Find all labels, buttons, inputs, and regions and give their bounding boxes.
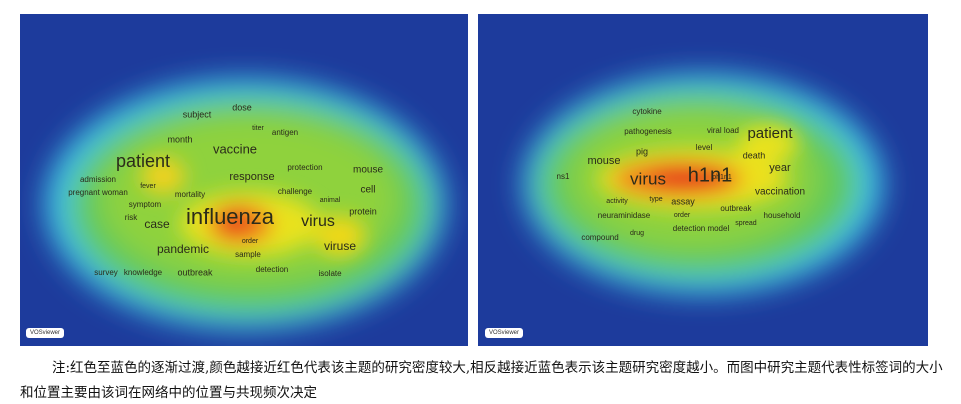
term-label: subject xyxy=(183,109,212,119)
term-label: assay xyxy=(671,196,695,206)
term-label: patient xyxy=(116,151,170,171)
term-label: death xyxy=(743,150,766,160)
term-label: outbreak xyxy=(720,204,752,213)
term-label: risk xyxy=(125,213,138,222)
term-label: knowledge xyxy=(124,268,163,277)
term-label: pandemic xyxy=(157,242,209,256)
term-label: pregnant woman xyxy=(68,188,128,197)
term-label: drug xyxy=(630,230,644,237)
term-label: detection xyxy=(256,265,288,274)
term-label: survey xyxy=(94,268,118,277)
term-label: virus xyxy=(630,169,666,188)
term-label: mouse xyxy=(353,165,383,176)
term-label: year xyxy=(769,162,791,174)
term-label: cytokine xyxy=(632,107,662,116)
term-label: response xyxy=(229,171,274,183)
term-label: titer xyxy=(252,125,264,132)
term-label: spread xyxy=(735,220,757,227)
term-label: dose xyxy=(232,102,252,112)
term-label: fever xyxy=(140,183,156,190)
term-label: mortality xyxy=(175,190,205,199)
vosviewer-badge: VOSviewer xyxy=(485,328,524,338)
term-label: compound xyxy=(581,233,618,242)
term-label: admission xyxy=(80,175,116,184)
term-label: month xyxy=(167,134,192,144)
term-label: pathogenesis xyxy=(624,127,672,136)
term-label: h1n1 xyxy=(688,164,733,186)
term-label: protection xyxy=(287,163,322,172)
term-label: type xyxy=(649,196,662,203)
term-label: symptom xyxy=(129,200,162,209)
term-label: mouse xyxy=(587,155,620,167)
term-label: detection model xyxy=(673,224,730,233)
term-label: ns1 xyxy=(557,172,570,181)
term-label: case xyxy=(144,217,170,231)
term-label: order xyxy=(674,212,691,219)
term-label: vaccination xyxy=(755,187,805,198)
term-label: pig xyxy=(636,146,648,156)
term-label: order xyxy=(242,238,259,245)
term-label: viral load xyxy=(707,126,739,135)
term-label: activity xyxy=(606,198,628,205)
term-label: level xyxy=(696,143,713,152)
term-label: cell xyxy=(360,185,375,196)
term-label: household xyxy=(764,211,801,220)
term-label: virus xyxy=(301,213,335,230)
term-label: sample xyxy=(235,250,261,259)
term-label: viruse xyxy=(324,239,356,253)
density-map: h1n1 virus patient mouse year vaccination pig d… xyxy=(478,14,928,346)
term-label: isolate xyxy=(318,269,342,278)
term-label: ph1n1 xyxy=(712,174,732,181)
term-label: animal xyxy=(320,197,341,204)
figure-caption: 注:红色至蓝色的逐渐过渡,颜色越接近红色代表该主题的研究密度较大,相反越接近蓝色… xyxy=(20,360,943,401)
term-label: patient xyxy=(747,125,793,142)
density-map: influenza patient virus vaccine case pandemic… xyxy=(20,14,468,346)
term-label: vaccine xyxy=(213,141,257,156)
term-label: challenge xyxy=(278,187,313,196)
term-label: outbreak xyxy=(177,267,213,277)
term-label: influenza xyxy=(186,204,275,229)
term-label: protein xyxy=(349,206,377,216)
term-label: antigen xyxy=(272,128,298,137)
vosviewer-badge: VOSviewer xyxy=(26,328,65,338)
term-label: neuraminidase xyxy=(598,211,651,220)
